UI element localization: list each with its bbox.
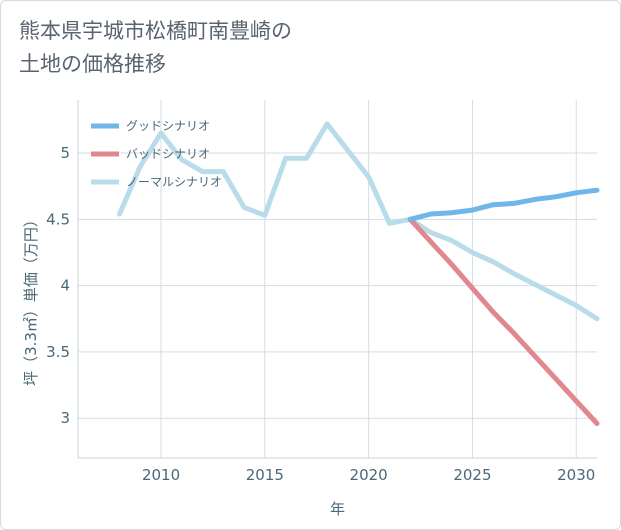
- legend-label: ノーマルシナリオ: [126, 175, 222, 189]
- y-tick-label: 3: [60, 409, 70, 427]
- x-tick-label: 2030: [557, 466, 595, 484]
- series-line-0: [407, 187, 600, 222]
- title-line-1: 熊本県宇城市松橋町南豊崎の: [19, 19, 292, 43]
- y-axis-label: 坪（3.3㎡）単価（万円）: [22, 212, 40, 386]
- title-line-2: 土地の価格推移: [19, 51, 166, 76]
- y-axis-ticks: 3 3.5 4 4.5 5: [46, 144, 70, 427]
- legend-label: グッドシナリオ: [126, 119, 210, 133]
- y-tick-label: 3.5: [46, 343, 70, 361]
- page-title: 熊本県宇城市松橋町南豊崎の 土地の価格推移: [19, 15, 292, 80]
- gridlines: [78, 100, 597, 458]
- series-line-1: [407, 216, 600, 426]
- y-tick-label: 5: [60, 144, 70, 162]
- series-lines: [117, 121, 600, 426]
- x-tick-label: 2025: [453, 466, 491, 484]
- x-tick-label: 2015: [246, 466, 284, 484]
- x-tick-label: 2020: [350, 466, 388, 484]
- y-tick-label: 4: [60, 277, 70, 295]
- x-tick-label: 2010: [142, 466, 180, 484]
- x-axis-label: 年: [330, 500, 345, 518]
- series-line-2: [117, 121, 600, 322]
- legend-label: バッドシナリオ: [126, 147, 210, 161]
- x-axis-ticks: 2010 2015 2020 2025 2030: [142, 466, 595, 484]
- y-tick-label: 4.5: [46, 210, 70, 228]
- plot-frame: [77, 100, 597, 459]
